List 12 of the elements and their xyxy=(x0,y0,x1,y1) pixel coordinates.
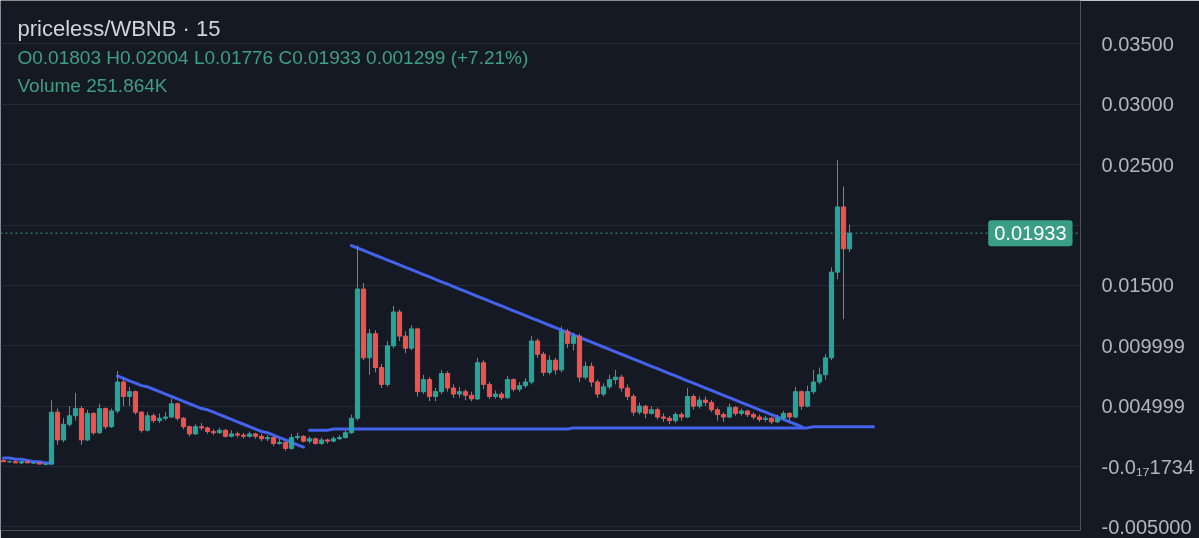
y-tick-label: -0.0₁₇1734 xyxy=(1101,455,1195,478)
ref-line-label: 0.01933 xyxy=(994,222,1067,245)
y-tick-label: 0.02500 xyxy=(1101,153,1174,176)
y-tick-label: -0.005000 xyxy=(1101,515,1192,538)
y-tick-label: 0.03000 xyxy=(1101,93,1174,116)
text: priceless/WBNB · 15 xyxy=(17,16,221,41)
annotation: Volume 251.864K xyxy=(17,75,168,96)
y-tick-label: 0.009999 xyxy=(1101,334,1185,357)
y-tick-label: 0.03500 xyxy=(1101,32,1174,55)
annotation: O0.01803 H0.02004 L0.01776 C0.01933 0.001299 (+7.21%) xyxy=(17,46,529,68)
y-tick-label: 0.01500 xyxy=(1101,274,1174,297)
y-tick-label: 0.004999 xyxy=(1101,395,1185,418)
